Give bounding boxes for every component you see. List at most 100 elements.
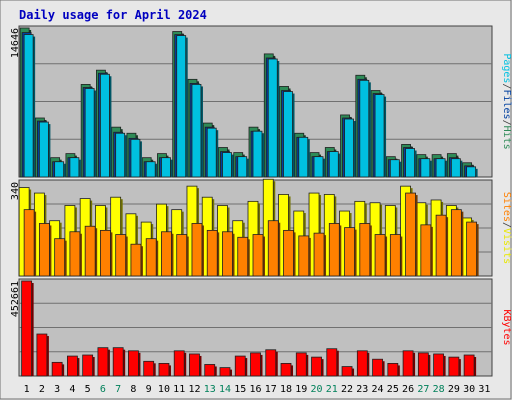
bar-pages-2 [38, 121, 49, 178]
x-tick-label-21: 21 [326, 384, 338, 395]
bar-pages-29 [450, 158, 461, 178]
bar-pages-1 [23, 34, 34, 178]
bar-kbytes-6 [97, 347, 109, 377]
x-tick-label-5: 5 [85, 384, 91, 395]
bar-kbytes-25 [387, 363, 399, 377]
bar-kbytes-10 [158, 363, 170, 377]
panel-middle-max-label: 340 [10, 182, 21, 200]
bar-pages-11 [176, 35, 187, 178]
bar-kbytes-23 [356, 350, 368, 377]
bar-kbytes-24 [372, 358, 383, 377]
x-tick-label-13: 13 [204, 384, 216, 395]
bar-sites-21 [328, 223, 340, 277]
x-tick-label-4: 4 [69, 384, 75, 395]
bar-kbytes-11 [173, 350, 185, 377]
panel-top-legend: Pages/Files/Hits [501, 53, 512, 149]
bar-pages-12 [191, 84, 202, 178]
bar-pages-19 [298, 136, 309, 178]
x-tick-label-24: 24 [372, 384, 384, 395]
bar-sites-19 [298, 235, 310, 277]
bar-pages-8 [130, 138, 141, 178]
bar-sites-14 [222, 231, 233, 277]
bar-sites-1 [23, 209, 35, 277]
x-tick-label-23: 23 [356, 384, 368, 395]
bar-pages-10 [161, 157, 171, 178]
bar-kbytes-3 [51, 361, 63, 377]
legend-entry-separator: / [501, 222, 512, 228]
bar-sites-16 [252, 234, 264, 277]
legend-entry-files: Files [501, 89, 512, 119]
legend-entry-kbytes: KBytes [501, 309, 512, 345]
legend-entry-hits: Hits [501, 126, 512, 150]
bar-sites-29 [450, 209, 462, 277]
bar-pages-3 [54, 161, 65, 178]
x-tick-label-8: 8 [130, 384, 136, 395]
bar-kbytes-27 [417, 352, 429, 377]
bar-kbytes-14 [219, 367, 231, 377]
legend-entry-sites: Sites [501, 192, 512, 222]
bar-sites-28 [435, 214, 447, 277]
bar-kbytes-17 [265, 349, 277, 377]
x-tick-label-10: 10 [158, 384, 170, 395]
x-tick-label-30: 30 [463, 384, 475, 395]
bar-pages-6 [100, 73, 110, 178]
bar-pages-9 [145, 161, 156, 178]
bar-sites-25 [389, 234, 401, 277]
bar-sites-2 [38, 223, 50, 277]
legend-entry-separator: / [501, 120, 512, 126]
x-tick-label-31: 31 [478, 384, 490, 395]
bar-pages-18 [283, 91, 293, 178]
x-tick-label-27: 27 [417, 384, 429, 395]
bar-kbytes-16 [250, 352, 261, 377]
bar-kbytes-26 [402, 350, 414, 377]
bar-sites-4 [69, 231, 81, 277]
bar-pages-16 [252, 130, 263, 178]
legend-entry-separator: / [501, 83, 512, 89]
bar-sites-6 [100, 229, 111, 277]
bar-sites-27 [420, 224, 432, 277]
bar-pages-22 [344, 118, 354, 178]
bar-kbytes-19 [295, 352, 307, 377]
bar-kbytes-2 [36, 333, 48, 377]
bar-sites-26 [405, 192, 416, 277]
bar-kbytes-29 [448, 356, 460, 377]
bar-sites-18 [283, 229, 294, 277]
panel-top-max-label: 14646 [10, 28, 21, 58]
x-tick-label-26: 26 [402, 384, 414, 395]
bar-pages-4 [69, 157, 80, 178]
bar-kbytes-22 [341, 366, 353, 377]
x-tick-label-18: 18 [280, 384, 292, 395]
bar-pages-27 [420, 158, 431, 178]
x-tick-label-29: 29 [448, 384, 460, 395]
panel-bottom-max-label: 452661 [10, 281, 21, 317]
x-tick-label-7: 7 [115, 384, 121, 395]
bar-kbytes-8 [128, 350, 139, 377]
x-tick-label-16: 16 [249, 384, 261, 395]
bar-sites-24 [374, 234, 386, 277]
bar-kbytes-21 [326, 348, 338, 377]
x-tick-label-12: 12 [188, 384, 200, 395]
bar-sites-11 [176, 234, 188, 277]
bar-pages-26 [405, 148, 415, 178]
bar-sites-22 [344, 227, 355, 277]
x-tick-label-25: 25 [387, 384, 399, 395]
bar-pages-14 [222, 152, 232, 178]
bar-sites-17 [267, 220, 279, 277]
panel-bottom-legend: KBytes [501, 309, 512, 345]
panel-middle-legend: Sites/Visits [501, 192, 512, 264]
x-tick-label-17: 17 [265, 384, 277, 395]
bar-kbytes-13 [204, 364, 216, 377]
x-tick-label-9: 9 [146, 384, 152, 395]
x-tick-label-28: 28 [433, 384, 445, 395]
x-tick-label-3: 3 [54, 384, 60, 395]
bar-kbytes-20 [311, 356, 322, 377]
bar-pages-25 [389, 159, 400, 178]
x-tick-label-11: 11 [173, 384, 185, 395]
bar-sites-20 [313, 232, 325, 277]
bar-sites-8 [130, 243, 142, 277]
bar-sites-30 [466, 221, 478, 277]
bar-kbytes-18 [280, 363, 292, 377]
bar-pages-13 [206, 127, 217, 178]
x-tick-label-6: 6 [100, 384, 106, 395]
bar-pages-24 [374, 94, 385, 178]
